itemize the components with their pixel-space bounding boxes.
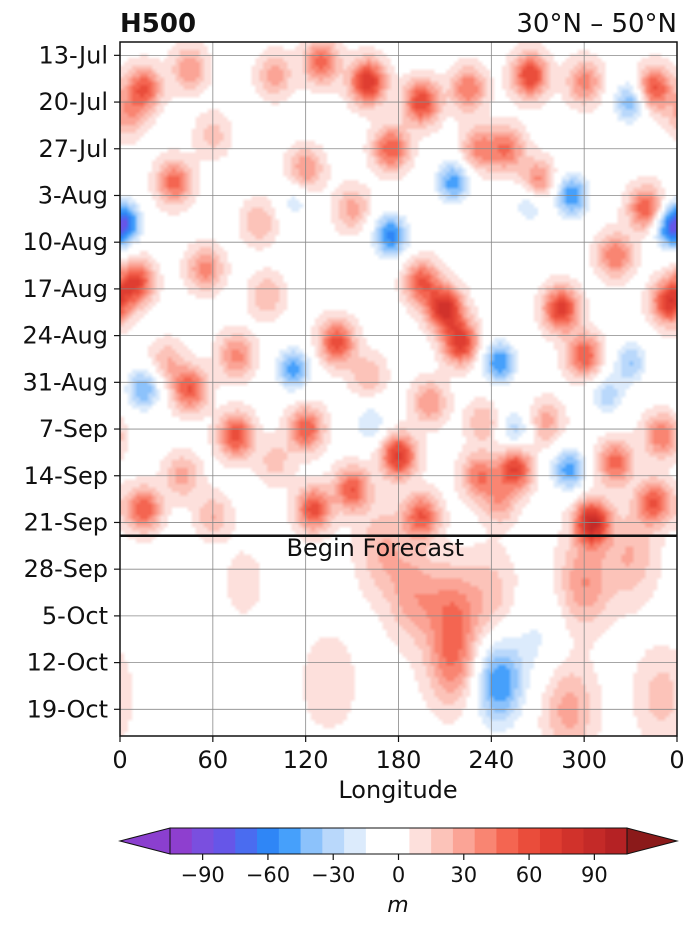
colorbar-cell (257, 828, 280, 854)
colorbar-extend-low (118, 827, 171, 855)
colorbar-cell (322, 828, 345, 854)
colorbar-tick-label: −30 (311, 863, 355, 887)
colorbar-tick-label: 60 (516, 863, 543, 887)
colorbar-cell (409, 828, 432, 854)
y-tick-label: 28-Sep (24, 555, 108, 583)
y-tick-label: 24-Aug (22, 322, 108, 350)
y-tick-label: 3-Aug (38, 181, 108, 209)
y-tick-label: 7-Sep (39, 415, 108, 443)
y-tick-label: 27-Jul (39, 135, 109, 163)
colorbar-cell (431, 828, 454, 854)
colorbar-tick-label: −90 (180, 863, 224, 887)
colorbar-tick-label: −60 (246, 863, 290, 887)
colorbar-cell (213, 828, 236, 854)
y-axis: 13-Jul 20-Jul 27-Jul 3-Aug 10-Aug 17-Aug 24-Au… (22, 41, 120, 723)
colorbar-cell (278, 828, 301, 854)
x-tick-label: 120 (283, 746, 329, 774)
colorbar-cell (344, 828, 367, 854)
y-tick-label: 14-Sep (24, 462, 108, 490)
y-tick-label: 21-Sep (24, 508, 108, 536)
colorbar-tick-label: 30 (450, 863, 477, 887)
colorbar-cell (191, 828, 214, 854)
y-tick-label: 10-Aug (22, 228, 108, 256)
colorbar-tick-label: 90 (581, 863, 608, 887)
colorbar-cell (561, 828, 584, 854)
chart-title: H500 (120, 9, 196, 39)
colorbar-ticks: −90 −60 −30 0 30 60 90 (180, 854, 608, 887)
begin-forecast-label: Begin Forecast (287, 534, 465, 562)
y-tick-label: 20-Jul (39, 88, 109, 116)
colorbar-cell (170, 828, 193, 854)
colorbar-cell (300, 828, 323, 854)
y-tick-label: 5-Oct (42, 602, 108, 630)
x-tick-label: 0 (112, 746, 127, 774)
colorbar: −90 −60 −30 0 30 60 90 m (118, 827, 679, 918)
colorbar-cell (235, 828, 258, 854)
colorbar-cell (452, 828, 476, 854)
plot-area: Begin Forecast (119, 41, 678, 737)
x-tick-label: 300 (561, 746, 607, 774)
colorbar-cells (170, 828, 628, 854)
colorbar-label: m (387, 893, 408, 918)
x-tick-label: 240 (468, 746, 514, 774)
x-tick-label: 60 (198, 746, 229, 774)
colorbar-cell (387, 828, 410, 854)
grid-lines (120, 42, 677, 736)
colorbar-extend-high (626, 827, 679, 855)
y-tick-label: 12-Oct (27, 649, 108, 677)
colorbar-cell (474, 828, 497, 854)
colorbar-cell (539, 828, 563, 854)
y-tick-label: 19-Oct (27, 695, 108, 723)
x-axis: 0 60 120 180 240 300 0 (112, 736, 685, 774)
colorbar-tick-label: 0 (392, 863, 405, 887)
x-tick-label: 180 (376, 746, 422, 774)
chart-subtitle: 30°N – 50°N (516, 9, 677, 39)
colorbar-cell (496, 828, 519, 854)
colorbar-cell (365, 828, 389, 854)
colorbar-cell (583, 828, 606, 854)
colorbar-cell (605, 828, 628, 854)
x-tick-label: 0 (669, 746, 684, 774)
colorbar-cell (518, 828, 541, 854)
y-tick-label: 17-Aug (22, 275, 108, 303)
x-axis-label: Longitude (338, 776, 457, 804)
y-tick-label: 13-Jul (39, 41, 109, 69)
y-tick-label: 31-Aug (22, 368, 108, 396)
